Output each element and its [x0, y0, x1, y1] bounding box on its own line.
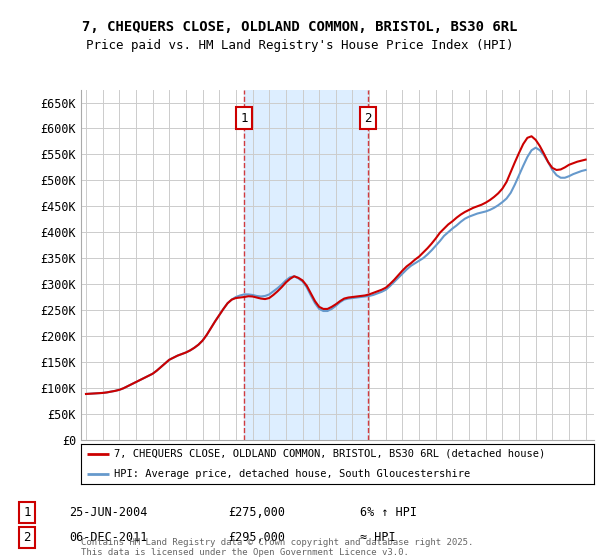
Text: £275,000: £275,000: [228, 506, 285, 519]
Text: 6% ↑ HPI: 6% ↑ HPI: [360, 506, 417, 519]
Text: £295,000: £295,000: [228, 531, 285, 544]
Text: HPI: Average price, detached house, South Gloucestershire: HPI: Average price, detached house, Sout…: [115, 469, 470, 479]
Text: 2: 2: [23, 531, 31, 544]
Text: 2: 2: [364, 111, 371, 125]
Text: ≈ HPI: ≈ HPI: [360, 531, 395, 544]
Text: 1: 1: [23, 506, 31, 519]
Text: Contains HM Land Registry data © Crown copyright and database right 2025.
This d: Contains HM Land Registry data © Crown c…: [81, 538, 473, 557]
Text: Price paid vs. HM Land Registry's House Price Index (HPI): Price paid vs. HM Land Registry's House …: [86, 39, 514, 52]
Text: 7, CHEQUERS CLOSE, OLDLAND COMMON, BRISTOL, BS30 6RL: 7, CHEQUERS CLOSE, OLDLAND COMMON, BRIST…: [82, 20, 518, 34]
Text: 1: 1: [240, 111, 248, 125]
Text: 06-DEC-2011: 06-DEC-2011: [69, 531, 148, 544]
Bar: [244, 90, 368, 440]
Text: 25-JUN-2004: 25-JUN-2004: [69, 506, 148, 519]
Text: 7, CHEQUERS CLOSE, OLDLAND COMMON, BRISTOL, BS30 6RL (detached house): 7, CHEQUERS CLOSE, OLDLAND COMMON, BRIST…: [115, 449, 545, 459]
